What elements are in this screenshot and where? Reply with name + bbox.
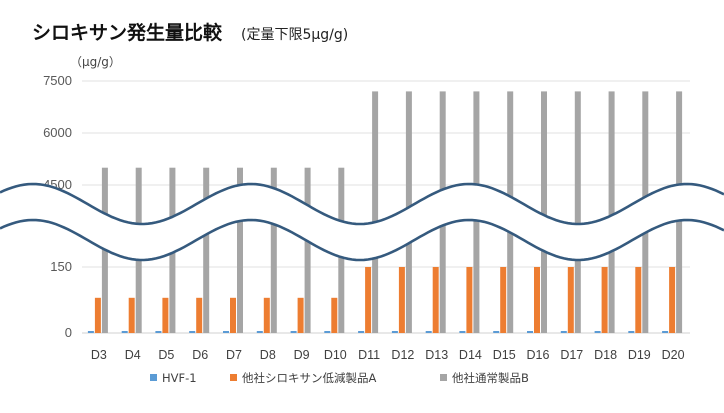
x-tick-label: D13 [425, 348, 448, 362]
bar-D20-series-1 [662, 331, 669, 333]
bar-D8-series-3 [270, 167, 277, 333]
y-tick-label: 7500 [43, 73, 72, 88]
x-tick-labels: D3 D4 D5 D6 D7 D8 D9 D10 D11 D12 D13 D14 D15 D16 D17 D1… [91, 348, 685, 362]
x-tick-label: D15 [493, 348, 516, 362]
chart-subtitle: (定量下限5μg/g) [241, 27, 348, 43]
bar-D15-series-2 [500, 267, 507, 333]
x-tick-label: D12 [391, 348, 414, 362]
axis-break-wave [0, 182, 724, 262]
bar-D9-series-3 [304, 167, 311, 333]
bar-D11-series-1 [358, 331, 365, 333]
x-tick-label: D14 [459, 348, 482, 362]
bar-D16-series-2 [534, 267, 540, 333]
legend-label-series-3: 他社通常製品B [452, 371, 529, 385]
bar-D8-series-1 [256, 331, 263, 333]
bar-D14-series-2 [466, 267, 473, 333]
bar-D20-series-2 [669, 267, 676, 333]
bar-D6-series-3 [203, 167, 210, 333]
legend-swatch-series-3 [440, 374, 447, 381]
bar-D19-series-1 [628, 331, 635, 333]
bar-D6-series-1 [189, 331, 196, 333]
bar-D19-series-2 [635, 267, 642, 333]
bar-D9-series-1 [290, 331, 297, 333]
bar-D13-series-1 [425, 331, 432, 333]
axis-break-line-lower [0, 218, 724, 262]
bar-D4-series-1 [121, 331, 128, 333]
bar-D3-series-1 [87, 331, 94, 333]
y-axis-unit: （μg/g） [70, 55, 121, 69]
y-tick-label: 150 [50, 259, 72, 274]
y-tick-label: 0 [65, 325, 72, 340]
bar-D5-series-1 [155, 331, 162, 333]
bar-D11-series-3 [372, 91, 379, 334]
legend-label-series-1: HVF-1 [162, 371, 197, 385]
x-tick-label: D3 [91, 348, 107, 362]
bar-D12-series-2 [398, 267, 405, 333]
x-tick-label: D17 [560, 348, 583, 362]
bar-D7-series-3 [237, 167, 243, 333]
bar-D18-series-3 [608, 91, 615, 334]
axis-break-band [0, 184, 724, 260]
bar-D9-series-2 [297, 297, 304, 333]
legend-label-series-2: 他社シロキサン低減製品A [242, 371, 376, 385]
x-tick-label: D11 [358, 348, 380, 362]
bar-D7-series-1 [223, 331, 229, 333]
x-tick-label: D10 [324, 348, 347, 362]
x-tick-label: D5 [158, 348, 174, 362]
x-tick-label: D19 [628, 348, 651, 362]
bar-D7-series-2 [230, 297, 236, 333]
bar-D10-series-2 [331, 297, 338, 333]
bars [87, 91, 683, 334]
y-tick-label: 6000 [43, 125, 72, 140]
x-tick-label: D4 [125, 348, 141, 362]
x-tick-label: D20 [662, 348, 685, 362]
bar-D18-series-2 [601, 267, 608, 333]
bar-D15-series-1 [493, 331, 500, 333]
bar-D13-series-2 [432, 267, 439, 333]
bar-D16-series-3 [541, 91, 547, 334]
x-tick-label: D16 [527, 348, 550, 362]
legend-swatch-series-2 [230, 374, 237, 381]
gridlines [82, 80, 690, 334]
x-tick-label: D6 [192, 348, 208, 362]
bar-D6-series-2 [196, 297, 203, 333]
bar-D11-series-2 [365, 267, 372, 333]
x-tick-label: D7 [226, 348, 242, 362]
bar-D12-series-1 [391, 331, 398, 333]
x-tick-label: D18 [594, 348, 617, 362]
bar-D17-series-3 [574, 91, 581, 334]
bar-D8-series-2 [263, 297, 270, 333]
bar-D14-series-1 [459, 331, 466, 333]
bar-D10-series-1 [324, 331, 331, 333]
x-tick-label: D8 [260, 348, 276, 362]
bar-D4-series-2 [128, 297, 135, 333]
legend: HVF-1 他社シロキサン低減製品A 他社通常製品B [150, 371, 529, 385]
axis-break-line-upper [0, 182, 724, 226]
chart-title: シロキサン発生量比較 [32, 21, 223, 44]
bar-D16-series-1 [527, 331, 533, 333]
bar-D18-series-1 [594, 331, 601, 333]
bar-D17-series-1 [560, 331, 567, 333]
bar-D17-series-2 [567, 267, 574, 333]
bar-D3-series-2 [94, 297, 101, 333]
bar-D5-series-2 [162, 297, 169, 333]
x-tick-label: D9 [294, 348, 310, 362]
legend-swatch-series-1 [150, 374, 157, 381]
